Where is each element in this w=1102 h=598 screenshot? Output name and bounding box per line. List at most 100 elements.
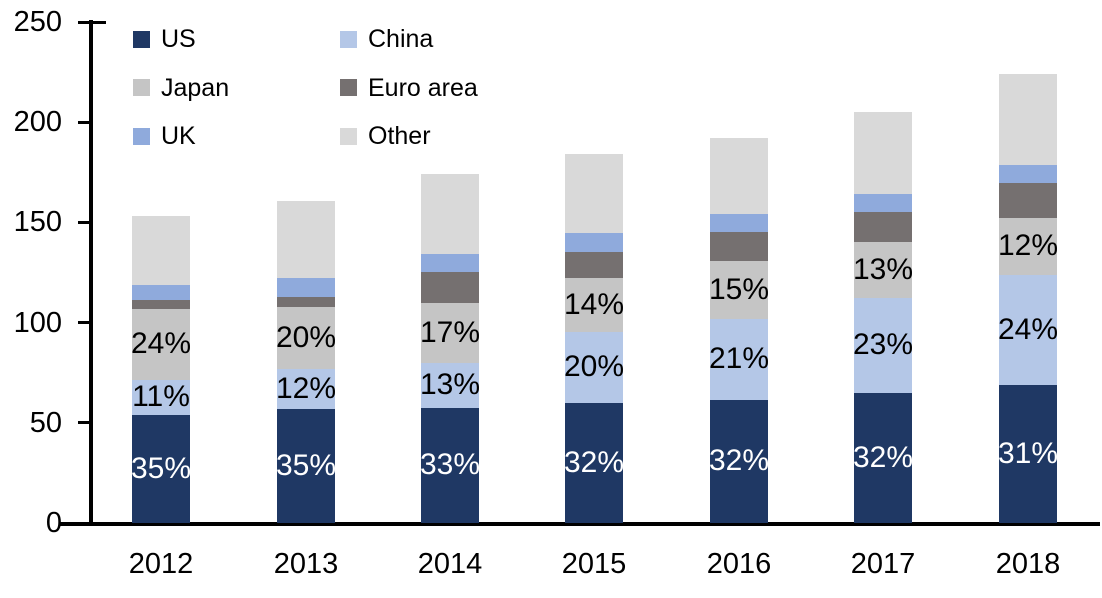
bar-segment-other [277,201,335,278]
bar-2013: 35% 12% 20% [276,201,336,523]
bar-2017: 32% 23% 13% [853,112,913,523]
bar-segment-other [710,138,768,215]
bar-segment-china: 12% [276,368,336,409]
y-tick-label: 150 [13,206,62,239]
bar-2015: 32% 20% 14% [564,154,624,523]
bar-segment-uk [999,165,1057,184]
bar-segment-us: 35% [131,414,191,523]
y-tick-label: 250 [13,6,62,38]
bar-segment-us: 32% [564,402,624,523]
bar-segment-uk [710,214,768,233]
legend: US China Japan Euro area UK Other [133,25,478,176]
segment-percent-label: 17% [419,315,481,349]
bar-segment-us: 32% [853,392,913,523]
legend-label: UK [161,122,196,150]
bar-segment-china: 21% [709,318,769,400]
x-tick-label-2017: 2017 [850,548,916,580]
bar-segment-other [999,74,1057,166]
bar-segment-euro-area [999,183,1057,219]
bar-segment-euro-area [565,251,623,278]
legend-swatch-icon [340,127,357,145]
y-tick-mark [78,220,92,224]
x-tick-label-2014: 2014 [417,548,483,580]
legend-swatch-icon [133,79,150,96]
y-axis-line [89,20,93,525]
segment-percent-label: 12% [997,229,1059,263]
legend-item-us: US [133,25,340,53]
legend-item-euro-area: Euro area [340,75,478,100]
bar-segment-euro-area [854,212,912,243]
bar-segment-china: 23% [853,297,913,393]
legend-swatch-icon [133,30,150,48]
bar-2016: 32% 21% 15% [709,138,769,523]
y-tick-label: 50 [29,406,62,439]
segment-percent-label: 24% [997,312,1059,346]
bar-segment-china: 13% [420,362,480,408]
bar-segment-uk [421,253,479,272]
legend-swatch-icon [133,127,150,145]
segment-percent-label: 32% [852,440,914,474]
segment-percent-label: 21% [708,342,770,376]
segment-percent-label: 24% [130,327,192,361]
y-tick-mark [78,421,92,425]
bar-segment-japan: 12% [998,218,1058,275]
legend-label: US [161,25,196,53]
bar-segment-us: 33% [420,407,480,523]
legend-item-china: China [340,25,478,53]
y-tick-mark [78,20,92,24]
bar-segment-other [132,215,190,285]
bar-segment-us: 31% [998,384,1058,523]
bar-segment-china: 11% [132,379,190,415]
x-axis-line [60,522,1100,526]
bar-segment-japan: 24% [131,308,191,380]
segment-percent-label: 13% [852,252,914,286]
bar-2014: 33% 13% 17% [420,174,480,523]
segment-percent-label: 14% [563,287,625,321]
segment-percent-label: 33% [419,448,481,482]
y-tick-label: 200 [13,106,62,139]
legend-item-japan: Japan [133,73,340,102]
segment-percent-label: 12% [275,371,337,405]
segment-percent-label: 20% [275,320,337,354]
y-tick-label: 0 [45,507,62,539]
bar-segment-japan: 20% [276,306,336,369]
legend-item-uk: UK [133,122,340,150]
bar-segment-other [854,112,912,195]
bar-segment-euro-area [421,271,479,303]
bar-segment-japan: 14% [564,277,624,332]
bar-segment-us: 35% [276,408,336,523]
bar-segment-japan: 17% [420,302,480,363]
segment-percent-label: 32% [563,445,625,479]
legend-item-other: Other [340,122,478,150]
legend-swatch-icon [340,30,357,48]
bar-segment-uk [277,277,335,297]
x-tick-label-2018: 2018 [995,548,1061,580]
segment-percent-label: 23% [852,328,914,362]
bar-segment-other [421,174,479,254]
legend-label: China [368,25,434,53]
bar-segment-uk [132,284,190,300]
x-tick-label-2016: 2016 [706,548,772,580]
segment-percent-label: 15% [708,272,770,306]
segment-percent-label: 13% [419,368,481,402]
segment-percent-label: 20% [563,350,625,384]
bar-segment-uk [565,232,623,252]
bar-2018: 31% 24% 12% [998,74,1058,523]
y-tick-mark [78,321,92,325]
bar-segment-euro-area [132,299,190,309]
legend-label: Other [368,122,431,150]
bar-segment-uk [854,194,912,213]
bar-segment-japan: 15% [709,260,769,319]
segment-percent-label: 35% [130,451,192,485]
y-tick-mark-inner [92,20,106,24]
bar-segment-us: 32% [709,399,769,523]
x-tick-label-2015: 2015 [561,548,627,580]
bar-segment-china: 20% [564,331,624,403]
bar-segment-euro-area [710,232,768,261]
x-tick-label-2013: 2013 [273,548,339,580]
legend-label: Japan [161,73,230,102]
x-tick-label-2012: 2012 [128,548,194,580]
y-tick-label: 100 [13,306,62,339]
y-tick-mark [78,120,92,124]
